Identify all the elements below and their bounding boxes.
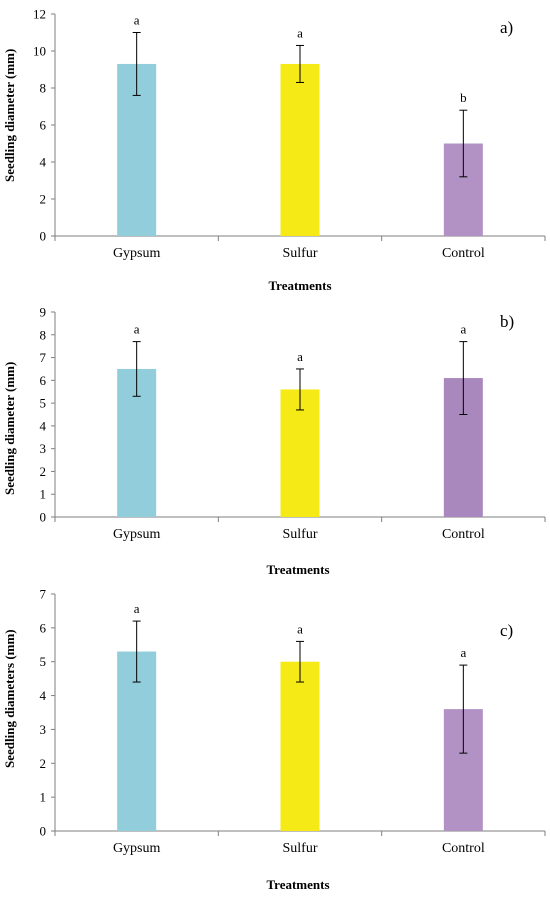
y-tick-label: 6 [40,620,47,635]
x-axis-label: Treatments [268,278,332,293]
y-tick-label: 1 [40,790,47,805]
y-tick-label: 2 [40,464,47,479]
y-tick-label: 12 [33,7,46,22]
x-axis-label: Treatments [266,562,330,577]
chart-plot-b: 0 1 2 3 4 5 6 7 8 9 a Gypsum a Sulfur a Control [40,305,546,542]
chart-plot-c: 0 1 2 3 4 5 6 7 a Gypsum a Sulfur a Control [40,587,546,856]
y-tick-label: 10 [33,44,46,59]
panel-label: b) [500,312,515,331]
x-tick-label: Gypsum [113,246,161,261]
chart-panel-a: 0 2 4 6 8 10 12 a Gypsum a Sulfur b Control Seedling… [0,0,550,300]
x-tick-label: Sulfur [283,246,318,261]
chart-plot-a: 0 2 4 6 8 10 12 a Gypsum a Sulfur b Control [33,7,546,261]
chart-panel-c: 0 1 2 3 4 5 6 7 a Gypsum a Sulfur a Control Seedling … [0,585,550,901]
significance-letter: b [460,90,467,105]
bar-sulfur [280,63,320,237]
y-axis-label: Seedling diameter (mm) [2,48,17,182]
y-axis-label: Seedling diameter (mm) [2,361,17,495]
y-tick-label: 3 [40,441,47,456]
chart-panel-b: 0 1 2 3 4 5 6 7 8 9 a Gypsum a Sulfur a Control Seedlin… [0,300,550,585]
y-tick-label: 4 [40,688,47,703]
y-tick-label: 4 [40,155,47,170]
x-tick-label: Gypsum [113,527,161,542]
y-tick-label: 2 [40,756,47,771]
significance-letter: a [134,601,140,616]
y-tick-label: 3 [40,722,47,737]
bar-sulfur [280,389,320,517]
y-tick-label: 0 [40,229,47,244]
x-tick-label: Control [442,841,485,856]
y-tick-label: 0 [40,510,47,525]
y-tick-label: 5 [40,396,47,411]
significance-letter: a [134,13,140,28]
x-tick-label: Gypsum [113,841,161,856]
y-tick-label: 8 [40,327,47,342]
panel-label: a) [500,18,514,37]
x-tick-label: Control [442,246,485,261]
x-tick-label: Sulfur [283,527,318,542]
significance-letter: a [460,322,466,337]
significance-letter: a [297,621,303,636]
significance-letter: a [460,645,466,660]
bar-sulfur [280,661,320,831]
y-tick-label: 7 [40,587,47,602]
y-tick-label: 0 [40,824,47,839]
y-axis-label: Seedling diameters (mm) [2,629,17,768]
x-tick-label: Control [442,527,485,542]
x-axis-label: Treatments [266,877,330,892]
significance-letter: a [297,25,303,40]
y-tick-label: 6 [40,118,47,133]
y-tick-label: 8 [40,81,47,96]
y-tick-label: 5 [40,654,47,669]
y-tick-label: 9 [40,305,47,320]
y-tick-label: 4 [40,418,47,433]
x-tick-label: Sulfur [283,841,318,856]
y-tick-label: 7 [40,350,47,365]
y-tick-label: 2 [40,192,47,207]
y-tick-label: 1 [40,487,47,502]
significance-letter: a [297,349,303,364]
y-tick-label: 6 [40,373,47,388]
significance-letter: a [134,322,140,337]
panel-label: c) [500,621,514,640]
